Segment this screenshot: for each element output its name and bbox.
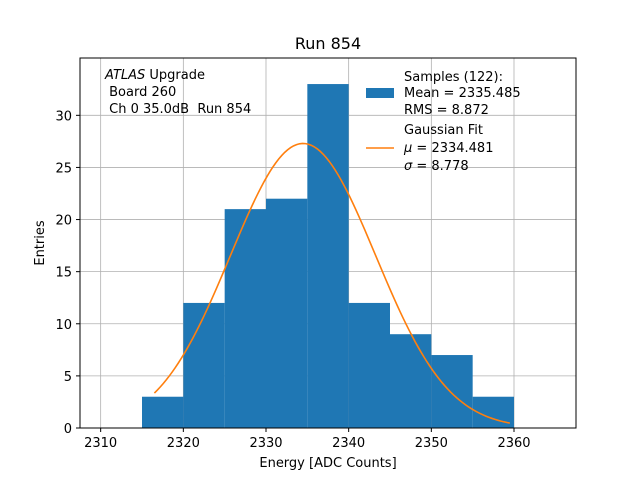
y-tick-label-30: 30 xyxy=(55,109,72,124)
x-axis-ticks: 2310 2320 2330 2340 2350 2360 xyxy=(84,428,531,451)
legend-fit-mu-value: = 2334.481 xyxy=(412,141,493,156)
y-axis-label: Entries xyxy=(33,220,48,266)
annotation-board: Board 260 xyxy=(105,85,176,100)
histogram-bars xyxy=(142,84,514,428)
y-tick-label-10: 10 xyxy=(55,318,72,333)
histogram-bar-6 xyxy=(390,334,432,428)
legend-fit-title: Gaussian Fit xyxy=(404,123,483,138)
legend-fit-sigma-value: = 8.778 xyxy=(412,159,468,174)
svg-text:μ = 2334.481: μ = 2334.481 xyxy=(403,141,493,156)
y-tick-label-15: 15 xyxy=(55,266,72,281)
x-tick-label-2340: 2340 xyxy=(332,436,365,451)
y-tick-label-25: 25 xyxy=(55,161,72,176)
legend-samples-rms: RMS = 8.872 xyxy=(404,103,489,118)
x-tick-label-2310: 2310 xyxy=(84,436,117,451)
histogram-bar-4 xyxy=(307,84,349,428)
legend-fit-sigma-symbol: σ xyxy=(404,159,413,174)
histogram-bar-5 xyxy=(348,302,390,428)
histogram-bar-2 xyxy=(224,209,266,428)
legend-samples-mean: Mean = 2335.485 xyxy=(404,86,521,101)
y-tick-label-20: 20 xyxy=(55,214,72,229)
y-tick-label-5: 5 xyxy=(64,370,72,385)
x-tick-label-2360: 2360 xyxy=(497,436,530,451)
svg-text:σ = 8.778: σ = 8.778 xyxy=(404,159,469,174)
histogram-bar-3 xyxy=(266,198,308,428)
svg-text:ATLAS Upgrade: ATLAS Upgrade xyxy=(104,68,205,83)
y-axis-ticks: 0 5 10 15 20 25 30 xyxy=(55,109,80,437)
chart-title: Run 854 xyxy=(295,34,361,53)
legend-samples-title: Samples (122): xyxy=(404,70,503,85)
annotation-atlas: ATLAS xyxy=(104,68,145,83)
x-tick-label-2350: 2350 xyxy=(415,436,448,451)
gaussian-fit-line xyxy=(153,142,511,424)
plot-frame xyxy=(79,57,577,429)
x-tick-label-2320: 2320 xyxy=(167,436,200,451)
y-tick-label-0: 0 xyxy=(64,422,72,437)
legend: Samples (122): Mean = 2335.485 RMS = 8.8… xyxy=(366,70,521,174)
histogram-bar-1 xyxy=(183,302,225,428)
annotation-channel: Ch 0 35.0dB Run 854 xyxy=(105,102,251,117)
gaussian-fit-curve xyxy=(153,142,511,424)
legend-samples-swatch xyxy=(366,88,394,98)
x-tick-label-2330: 2330 xyxy=(249,436,282,451)
histogram-bar-0 xyxy=(142,396,184,428)
histogram-bar-7 xyxy=(431,355,473,428)
run-annotation: ATLAS Upgrade Board 260 Ch 0 35.0dB Run … xyxy=(104,68,251,117)
annotation-upgrade: Upgrade xyxy=(145,68,205,83)
x-axis-label: Energy [ADC Counts] xyxy=(259,456,396,471)
legend-fit-mu-symbol: μ xyxy=(403,141,412,156)
